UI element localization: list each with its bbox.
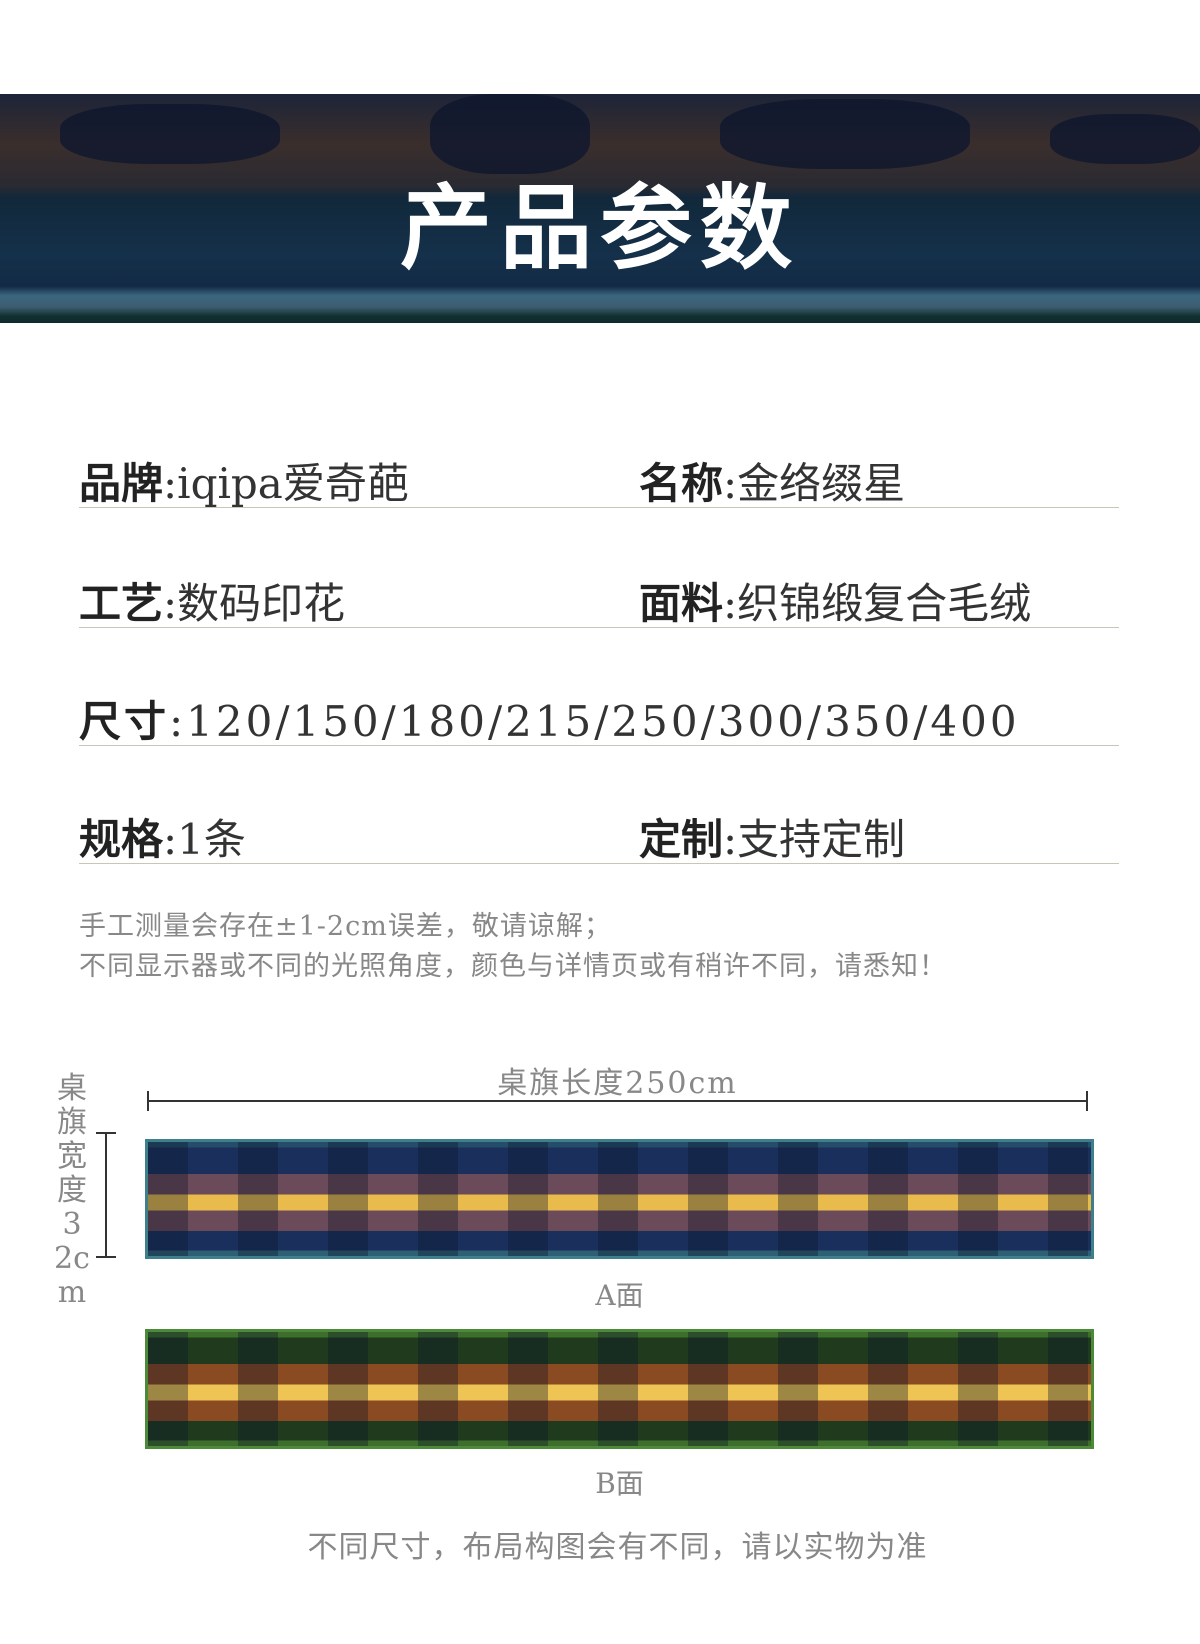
table-runner-face-a (145, 1139, 1094, 1259)
spec-row: 尺寸:120/150/180/215/250/300/350/400 (79, 698, 1119, 746)
spec-name: 名称:金络缀星 (639, 459, 906, 508)
spec-craft: 工艺:数码印花 (79, 579, 346, 628)
note-measurement: 手工测量会存在±1-2cm误差，敬请谅解； (79, 911, 612, 942)
spec-custom: 定制:支持定制 (639, 815, 906, 864)
table-runner-face-b (145, 1329, 1094, 1449)
spec-size: 尺寸:120/150/180/215/250/300/350/400 (79, 697, 1020, 746)
note-color: 不同显示器或不同的光照角度，颜色与详情页或有稍许不同，请悉知！ (79, 951, 947, 982)
spec-brand: 品牌:iqipa爱奇葩 (79, 459, 409, 508)
width-ruler (96, 1132, 116, 1258)
face-b-label: B面 (595, 1467, 644, 1500)
spec-row: 工艺:数码印花 面料:织锦缎复合毛绒 (79, 580, 1119, 628)
length-label: 桌旗长度250cm (497, 1066, 738, 1101)
footer-note: 不同尺寸，布局构图会有不同，请以实物为准 (307, 1530, 928, 1565)
spec-row: 品牌:iqipa爱奇葩 名称:金络缀星 (79, 460, 1119, 508)
width-label: 桌旗宽度32cm (54, 1071, 90, 1310)
spec-row: 规格:1条 定制:支持定制 (79, 816, 1119, 864)
spec-quantity: 规格:1条 (79, 815, 246, 864)
page-title: 产品参数 (399, 175, 800, 282)
spec-fabric: 面料:织锦缎复合毛绒 (639, 579, 1032, 628)
length-ruler (147, 1091, 1088, 1111)
face-a-label: A面 (595, 1279, 644, 1312)
header-banner: 产品参数 (0, 94, 1200, 323)
